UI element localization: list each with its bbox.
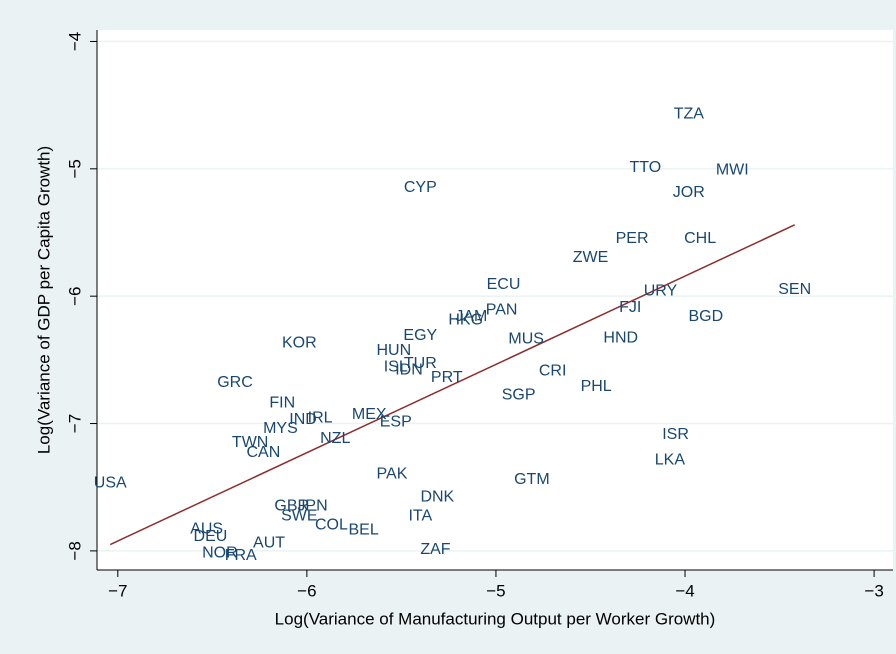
point-label: ISL xyxy=(384,359,408,376)
point-label: BEL xyxy=(348,522,378,539)
point-label: URY xyxy=(644,282,678,299)
point-label: LKA xyxy=(655,452,686,469)
point-label: ZWE xyxy=(573,249,609,266)
point-label: FRA xyxy=(225,547,257,564)
point-label: TTO xyxy=(629,159,661,176)
point-label: HKG xyxy=(448,312,483,329)
x-tick-label: −4 xyxy=(675,581,694,600)
y-tick-label: −4 xyxy=(65,32,84,51)
point-label: TZA xyxy=(674,105,705,122)
point-label: EGY xyxy=(403,327,437,344)
point-label: IRL xyxy=(308,410,333,427)
point-label: PHL xyxy=(581,378,612,395)
y-tick-label: −6 xyxy=(65,286,84,305)
point-label: ECU xyxy=(487,276,521,293)
point-label: AUT xyxy=(253,534,285,551)
point-label: DEU xyxy=(194,528,228,545)
point-label: HUN xyxy=(377,342,412,359)
point-label: NZL xyxy=(320,430,350,447)
point-label: IND xyxy=(289,411,317,428)
point-label: GBR xyxy=(274,498,309,515)
point-label: MYS xyxy=(263,420,298,437)
point-label: COL xyxy=(315,517,348,534)
y-tick-label: −7 xyxy=(65,414,84,433)
point-label: JPN xyxy=(297,498,327,515)
y-axis-title: Log(Variance of GDP per Capita Growth) xyxy=(34,146,53,454)
point-label: TUR xyxy=(404,355,437,372)
x-tick-label: −7 xyxy=(108,581,127,600)
x-tick-label: −6 xyxy=(297,581,316,600)
point-label: PAK xyxy=(377,466,408,483)
point-label: PAN xyxy=(486,301,518,318)
x-tick-label: −5 xyxy=(486,581,505,600)
point-label: JOR xyxy=(673,184,705,201)
point-label: PRT xyxy=(431,369,463,386)
point-label: HND xyxy=(603,329,638,346)
point-label: GRC xyxy=(217,374,253,391)
point-label: USA xyxy=(94,475,127,492)
point-label: TWN xyxy=(232,434,268,451)
point-label: CRI xyxy=(539,363,567,380)
point-label: MUS xyxy=(508,331,544,348)
point-label: PER xyxy=(616,230,649,247)
point-label: MEX xyxy=(352,406,387,423)
x-axis-title: Log(Variance of Manufacturing Output per… xyxy=(275,609,716,628)
point-label: SGP xyxy=(502,387,536,404)
plot-area xyxy=(97,30,893,570)
point-label: NOR xyxy=(202,545,238,562)
point-label: ESP xyxy=(380,413,412,430)
point-label: ITA xyxy=(408,508,432,525)
x-tick-label: −3 xyxy=(864,581,883,600)
point-label: JAM xyxy=(455,308,487,325)
point-label: CHL xyxy=(684,230,716,247)
point-label: SEN xyxy=(778,281,811,298)
point-label: DNK xyxy=(420,489,454,506)
point-label: FIN xyxy=(269,394,295,411)
point-label: MWI xyxy=(716,161,749,178)
y-tick-label: −5 xyxy=(65,159,84,178)
point-label: AUS xyxy=(190,520,223,537)
point-label: GTM xyxy=(514,471,550,488)
point-label: ISR xyxy=(662,426,689,443)
point-label: IDN xyxy=(395,361,423,378)
point-label: CAN xyxy=(246,444,280,461)
point-label: SWE xyxy=(281,508,317,525)
point-label: ZAF xyxy=(420,541,450,558)
point-label: KOR xyxy=(282,335,317,352)
y-tick-label: −8 xyxy=(65,541,84,560)
point-label: BGD xyxy=(688,308,723,325)
point-label: CYP xyxy=(404,179,437,196)
fit-line xyxy=(109,224,795,546)
point-label: FJI xyxy=(619,299,641,316)
